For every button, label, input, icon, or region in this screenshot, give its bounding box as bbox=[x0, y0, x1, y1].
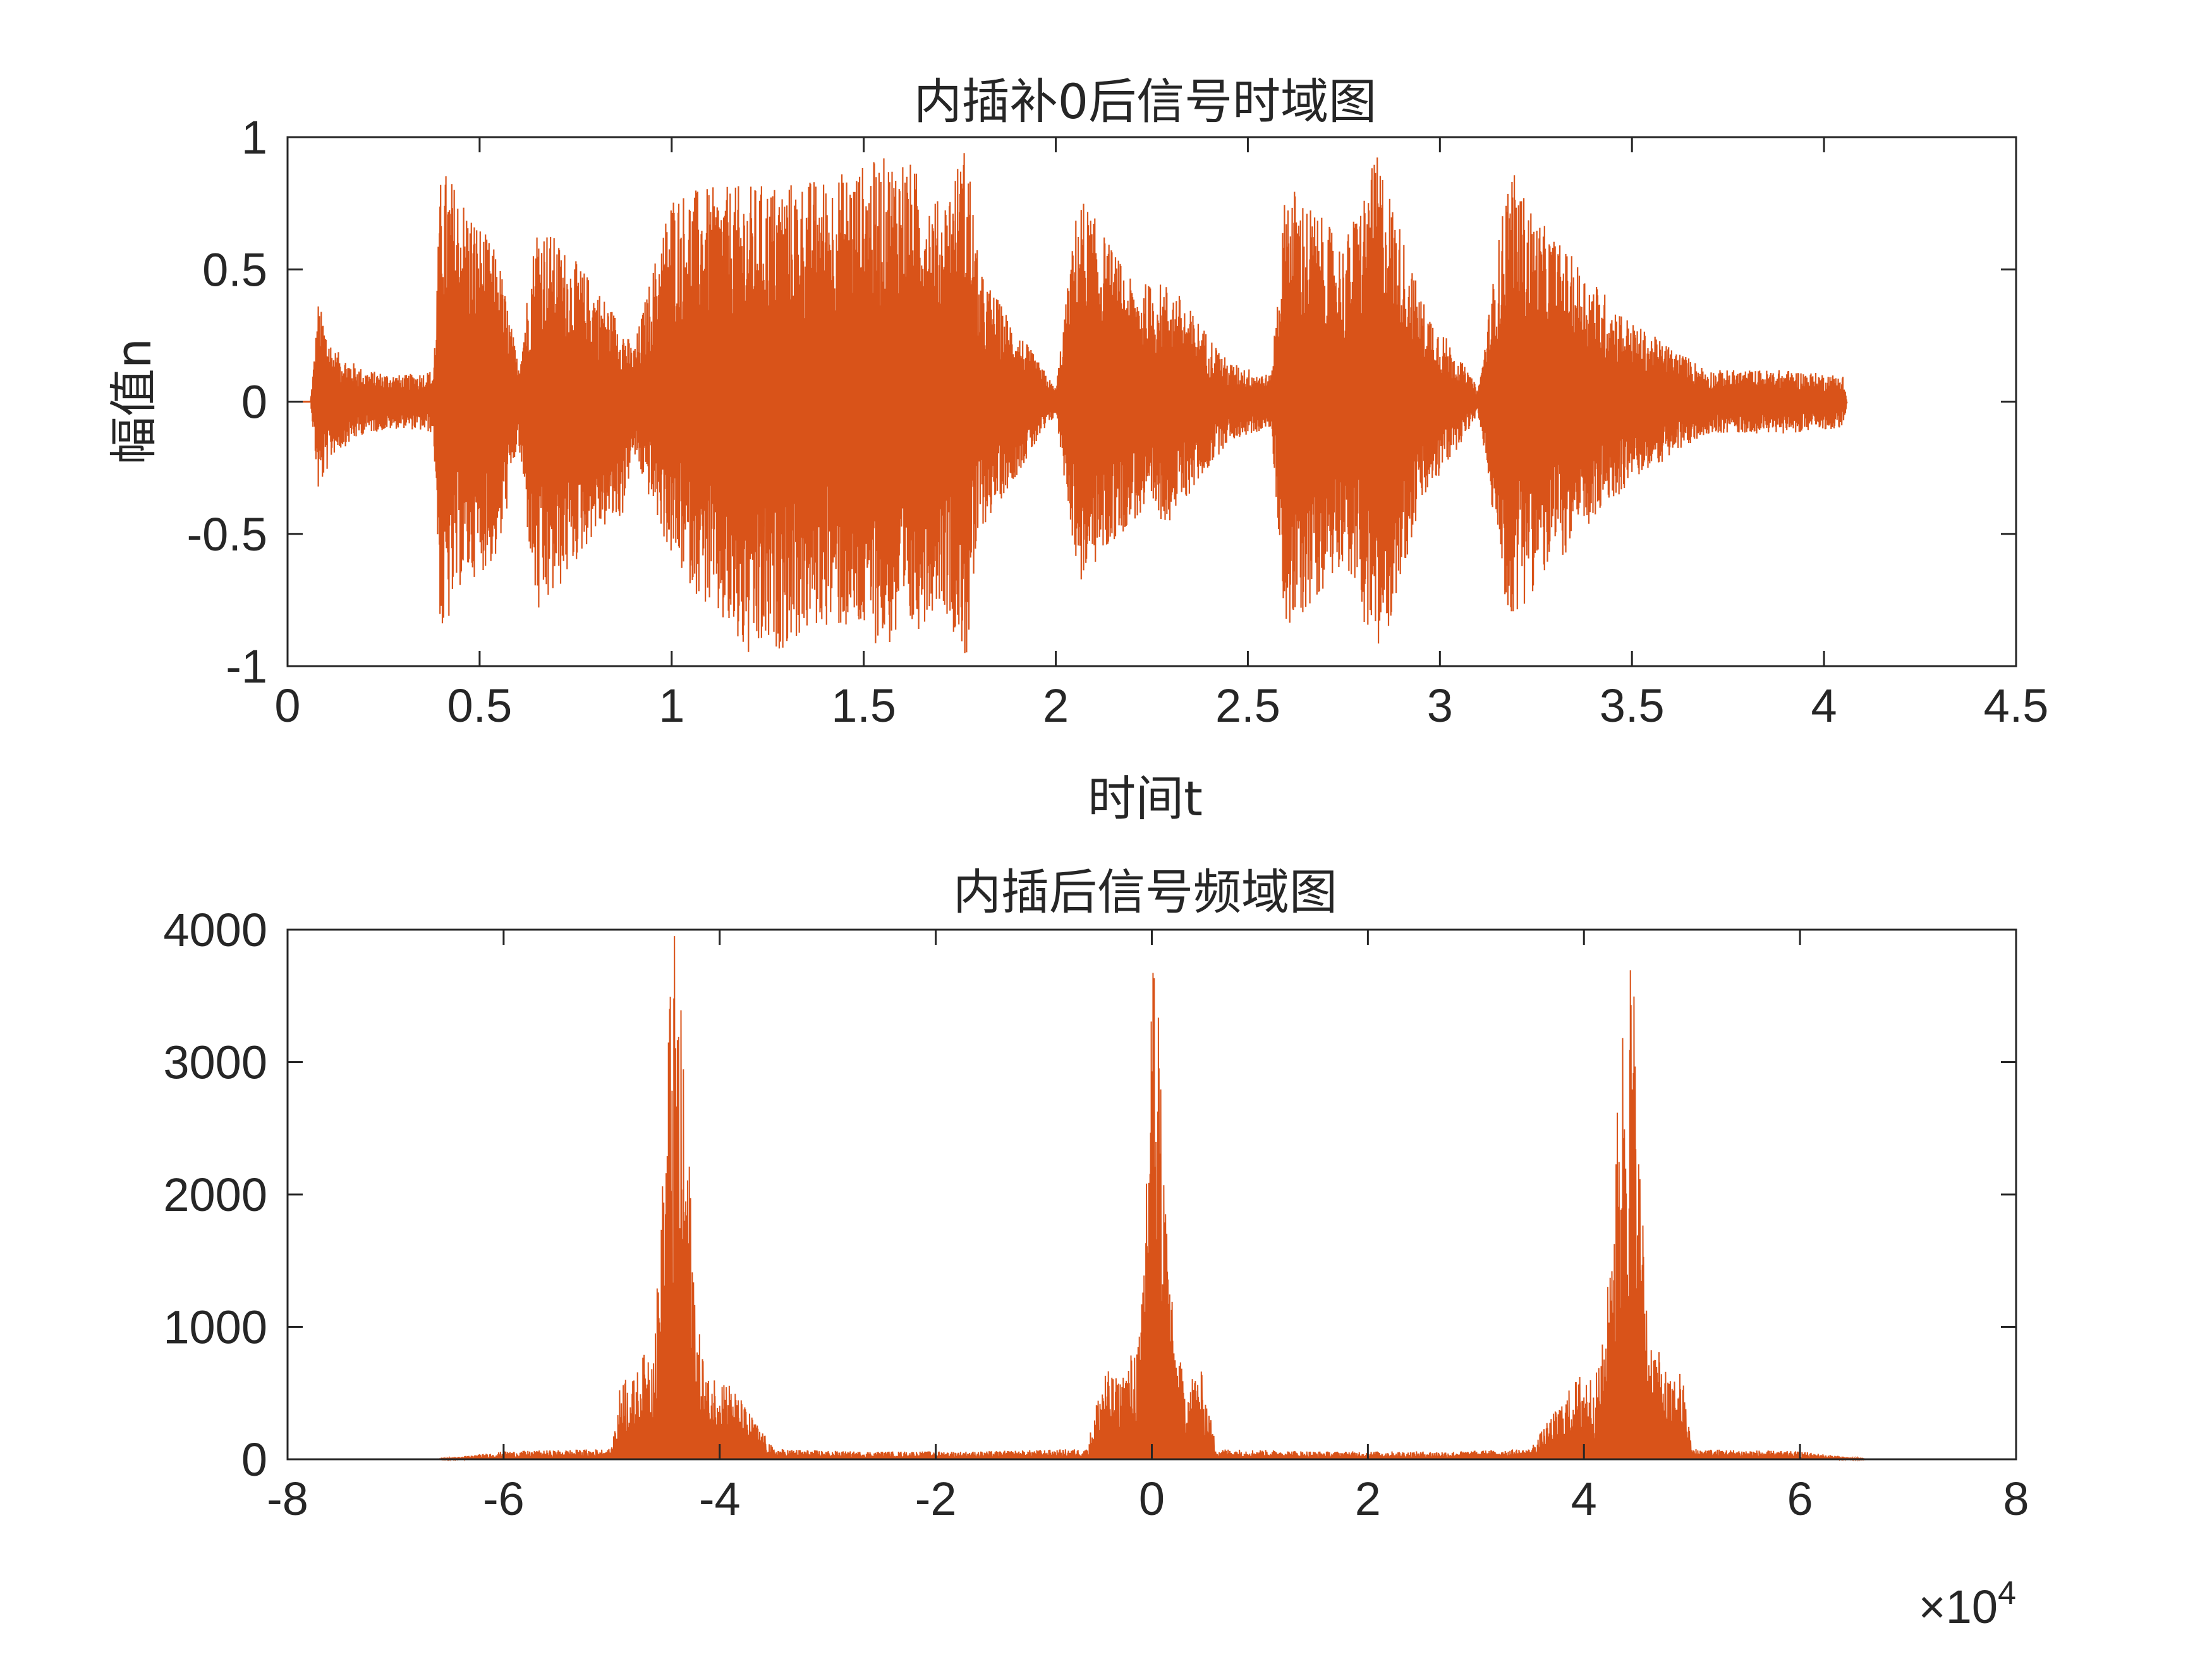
frequency-domain-xtick-label: -8 bbox=[267, 1473, 308, 1525]
x-axis-exponent-power: 4 bbox=[1998, 1575, 2016, 1612]
frequency-domain-xtick-label: 0 bbox=[1139, 1473, 1165, 1525]
time-domain-xtick-label: 4.5 bbox=[1984, 679, 2049, 732]
time-domain-xtick-label: 0 bbox=[274, 679, 300, 732]
time-domain-xlabel: 时间t bbox=[1088, 770, 1203, 827]
spectrum-series-line bbox=[436, 936, 1868, 1462]
frequency-domain-xtick-label: 4 bbox=[1571, 1473, 1597, 1525]
frequency-domain-xtick-label: -4 bbox=[699, 1473, 741, 1525]
frequency-domain-xtick-label: 8 bbox=[2003, 1473, 2029, 1525]
time-domain-ytick-label: -0.5 bbox=[186, 508, 267, 561]
frequency-domain-ticks: -8 -6 -4 -2 0 2 4 6 8 0 1000 2000 3000 4000 bbox=[163, 904, 2029, 1525]
time-domain-ytick-label: 0 bbox=[241, 376, 267, 428]
time-domain-xtick-label: 4 bbox=[1811, 679, 1837, 732]
time-domain-xtick-label: 2 bbox=[1043, 679, 1069, 732]
frequency-domain-xtick-label: 6 bbox=[1787, 1473, 1813, 1525]
frequency-domain-xtick-label: -6 bbox=[483, 1473, 525, 1525]
time-domain-xtick-label: 3.5 bbox=[1600, 679, 1665, 732]
time-domain-title: 内插补0后信号时域图 bbox=[914, 73, 1376, 130]
frequency-domain-title: 内插后信号频域图 bbox=[953, 864, 1337, 920]
time-domain-ytick-label: -1 bbox=[226, 640, 267, 693]
frequency-domain-ytick-label: 2000 bbox=[163, 1169, 267, 1221]
time-domain-xtick-label: 0.5 bbox=[447, 679, 512, 732]
waveform-series-line bbox=[310, 153, 1848, 653]
frequency-domain-ytick-label: 1000 bbox=[163, 1301, 267, 1354]
time-domain-xtick-label: 1 bbox=[659, 679, 684, 732]
time-domain-ticks: 0 0.5 1 1.5 2 2.5 3 3.5 4 4.5 -1 -0.5 0 0.5 1 bbox=[186, 111, 2048, 732]
frequency-domain-xtick-label: 2 bbox=[1355, 1473, 1381, 1525]
frequency-domain-ytick-label: 4000 bbox=[163, 904, 267, 956]
time-domain-axes: 内插补0后信号时域图 0 0.5 1 1.5 2 2.5 3 3.5 4 4.5 -1 -0.5 0 0.… bbox=[106, 73, 2048, 827]
frequency-domain-xtick-label: -2 bbox=[915, 1473, 957, 1525]
time-domain-ytick-label: 0.5 bbox=[202, 243, 267, 296]
x-axis-exponent-base: ×10 bbox=[1919, 1581, 1998, 1633]
time-domain-ytick-label: 1 bbox=[241, 111, 267, 164]
frequency-domain-axes: 内插后信号频域图 -8 -6 -4 -2 0 2 4 6 801000200030004000 … bbox=[163, 864, 2029, 1633]
time-domain-xtick-label: 1.5 bbox=[831, 679, 896, 732]
time-domain-xtick-label: 3 bbox=[1427, 679, 1453, 732]
time-domain-ylabel: 幅值n bbox=[106, 338, 162, 465]
frequency-domain-ytick-label: 3000 bbox=[163, 1036, 267, 1089]
frequency-domain-ytick-label: 0 bbox=[241, 1433, 267, 1486]
x-axis-exponent-label: ×104 bbox=[1919, 1575, 2016, 1633]
time-domain-xtick-label: 2.5 bbox=[1215, 679, 1280, 732]
